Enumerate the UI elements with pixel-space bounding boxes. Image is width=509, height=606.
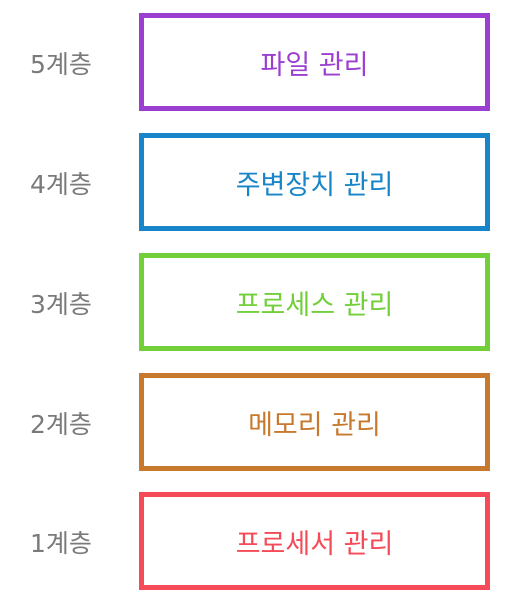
- layer-level-label: 4계층: [30, 170, 92, 199]
- layer-box-peripheral-management: 주변장치 관리: [139, 133, 490, 231]
- layer-level-label: 1계층: [30, 529, 92, 558]
- layer-box-processor-management: 프로세서 관리: [139, 492, 490, 590]
- layer-level-label: 3계층: [30, 290, 92, 319]
- layer-box-process-management: 프로세스 관리: [139, 253, 490, 351]
- layer-box-file-management: 파일 관리: [139, 13, 490, 111]
- layer-box-memory-management: 메모리 관리: [139, 373, 490, 471]
- layer-level-label: 5계층: [30, 50, 92, 79]
- layer-level-label: 2계층: [30, 410, 92, 439]
